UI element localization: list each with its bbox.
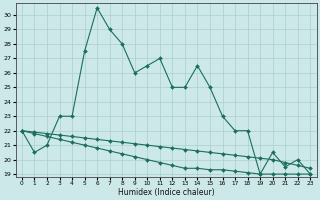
X-axis label: Humidex (Indice chaleur): Humidex (Indice chaleur) <box>118 188 214 197</box>
